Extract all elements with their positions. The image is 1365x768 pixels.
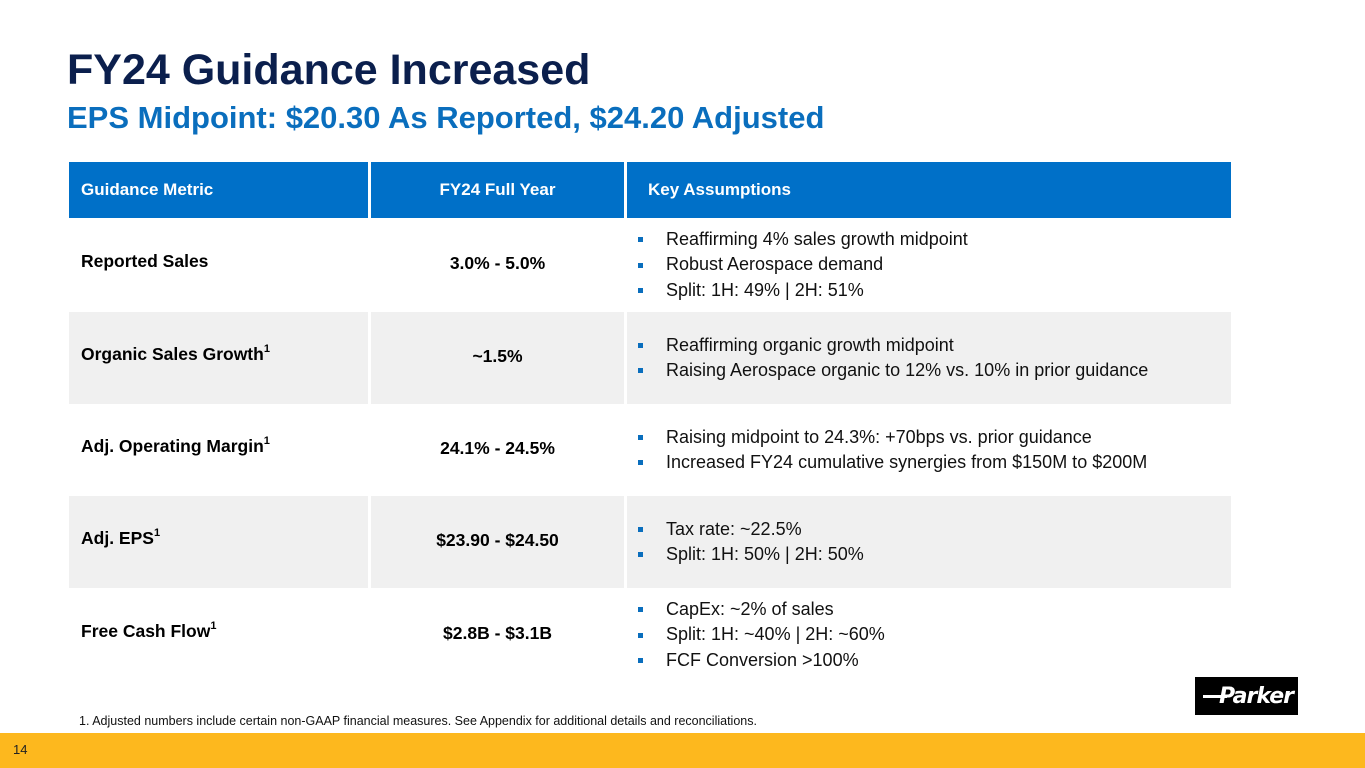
assumption-text: Split: 1H: 49% | 2H: 51%	[666, 279, 864, 300]
assumption-text: FCF Conversion >100%	[666, 649, 859, 670]
metric-cell: Reported Sales	[69, 220, 368, 310]
parker-logo: Parker	[1195, 677, 1298, 715]
metric-label: Adj. EPS	[81, 527, 154, 548]
assumption-text: Raising midpoint to 24.3%: +70bps vs. pr…	[666, 426, 1092, 447]
header-guidance-metric: Guidance Metric	[69, 162, 368, 218]
footnote-ref: 1	[263, 342, 270, 355]
table-row: Organic Sales Growth1 ~1.5% Reaffirming …	[69, 312, 1231, 404]
list-item: Raising Aerospace organic to 12% vs. 10%…	[637, 358, 1148, 384]
assumptions-cell: CapEx: ~2% of sales Split: 1H: ~40% | 2H…	[627, 590, 1231, 680]
assumption-text: Tax rate: ~22.5%	[666, 518, 802, 539]
list-item: Robust Aerospace demand	[637, 252, 968, 278]
list-item: Increased FY24 cumulative synergies from…	[637, 450, 1147, 476]
assumptions-cell: Raising midpoint to 24.3%: +70bps vs. pr…	[627, 406, 1231, 494]
slide-subtitle: EPS Midpoint: $20.30 As Reported, $24.20…	[67, 100, 825, 135]
value-cell: 3.0% - 5.0%	[371, 220, 624, 310]
square-bullet-icon	[638, 342, 643, 348]
value-cell: $2.8B - $3.1B	[371, 590, 624, 680]
metric-value: ~1.5%	[472, 345, 523, 366]
assumption-text: Reaffirming 4% sales growth midpoint	[666, 228, 968, 249]
assumption-text: Raising Aerospace organic to 12% vs. 10%…	[666, 360, 1149, 380]
value-cell: ~1.5%	[371, 312, 624, 404]
metric-cell: Adj. EPS1	[69, 496, 368, 588]
list-item: Tax rate: ~22.5%	[637, 517, 864, 543]
assumption-text: CapEx: ~2% of sales	[666, 598, 834, 619]
table-row: Free Cash Flow1 $2.8B - $3.1B CapEx: ~2%…	[69, 590, 1231, 680]
metric-label: Reported Sales	[81, 250, 209, 271]
list-item: Reaffirming 4% sales growth midpoint	[637, 227, 968, 253]
list-item: Split: 1H: ~40% | 2H: ~60%	[637, 622, 885, 648]
footnote-ref: 1	[263, 434, 270, 447]
assumptions-list: Reaffirming 4% sales growth midpoint Rob…	[637, 227, 968, 304]
footnote-ref: 1	[210, 619, 217, 632]
metric-label: Free Cash Flow	[81, 620, 211, 641]
table-row: Reported Sales 3.0% - 5.0% Reaffirming 4…	[69, 220, 1231, 310]
table-row: Adj. EPS1 $23.90 - $24.50 Tax rate: ~22.…	[69, 496, 1231, 588]
list-item: CapEx: ~2% of sales	[637, 597, 885, 623]
assumptions-list: CapEx: ~2% of sales Split: 1H: ~40% | 2H…	[637, 597, 885, 674]
square-bullet-icon	[638, 434, 643, 440]
metric-cell: Organic Sales Growth1	[69, 312, 368, 404]
assumption-text: Reaffirming organic growth midpoint	[666, 334, 954, 355]
metric-value: 24.1% - 24.5%	[440, 437, 555, 458]
header-fy24-full-year: FY24 Full Year	[371, 162, 624, 218]
page-number: 14	[13, 742, 28, 757]
assumption-text: Robust Aerospace demand	[666, 254, 884, 275]
metric-value: $23.90 - $24.50	[436, 529, 559, 550]
slide-title: FY24 Guidance Increased	[67, 46, 591, 94]
metric-cell: Free Cash Flow1	[69, 590, 368, 680]
square-bullet-icon	[638, 368, 643, 374]
footnote-ref: 1	[153, 526, 161, 539]
square-bullet-icon	[638, 460, 643, 466]
list-item: Reaffirming organic growth midpoint	[637, 333, 1148, 359]
square-bullet-icon	[638, 288, 643, 293]
metric-value: $2.8B - $3.1B	[443, 622, 552, 643]
list-item: Raising midpoint to 24.3%: +70bps vs. pr…	[637, 425, 1147, 451]
list-item: FCF Conversion >100%	[637, 648, 885, 674]
metric-label: Organic Sales Growth	[81, 343, 264, 364]
square-bullet-icon	[638, 262, 643, 268]
square-bullet-icon	[638, 237, 643, 242]
square-bullet-icon	[638, 526, 643, 532]
assumption-text: Split: 1H: ~40% | 2H: ~60%	[666, 624, 885, 645]
square-bullet-icon	[638, 632, 643, 638]
assumptions-cell: Tax rate: ~22.5% Split: 1H: 50% | 2H: 50…	[627, 496, 1231, 588]
logo-text: Parker	[1218, 683, 1294, 709]
list-item: Split: 1H: 50% | 2H: 50%	[637, 542, 864, 568]
assumptions-list: Tax rate: ~22.5% Split: 1H: 50% | 2H: 50…	[637, 517, 864, 568]
square-bullet-icon	[638, 658, 643, 663]
assumption-text: Increased FY24 cumulative synergies from…	[666, 452, 1148, 472]
assumptions-list: Raising midpoint to 24.3%: +70bps vs. pr…	[637, 425, 1147, 476]
table-row: Adj. Operating Margin1 24.1% - 24.5% Rai…	[69, 406, 1231, 494]
assumptions-cell: Reaffirming 4% sales growth midpoint Rob…	[627, 220, 1231, 310]
table-header-row: Guidance Metric FY24 Full Year Key Assum…	[69, 162, 1231, 218]
metric-cell: Adj. Operating Margin1	[69, 406, 368, 494]
metric-value: 3.0% - 5.0%	[449, 252, 546, 273]
guidance-table: Guidance Metric FY24 Full Year Key Assum…	[69, 162, 1231, 680]
assumption-text: Split: 1H: 50% | 2H: 50%	[666, 544, 864, 564]
logo-line-icon	[1203, 695, 1227, 698]
footnote: 1. Adjusted numbers include certain non-…	[79, 714, 757, 728]
value-cell: 24.1% - 24.5%	[371, 406, 624, 494]
footer-bar: 14	[0, 733, 1365, 768]
square-bullet-icon	[638, 607, 643, 612]
assumptions-list: Reaffirming organic growth midpoint Rais…	[637, 333, 1148, 384]
header-key-assumptions: Key Assumptions	[627, 162, 1231, 218]
square-bullet-icon	[638, 552, 643, 558]
list-item: Split: 1H: 49% | 2H: 51%	[637, 278, 968, 304]
assumptions-cell: Reaffirming organic growth midpoint Rais…	[627, 312, 1231, 404]
value-cell: $23.90 - $24.50	[371, 496, 624, 588]
metric-label: Adj. Operating Margin	[81, 435, 264, 456]
